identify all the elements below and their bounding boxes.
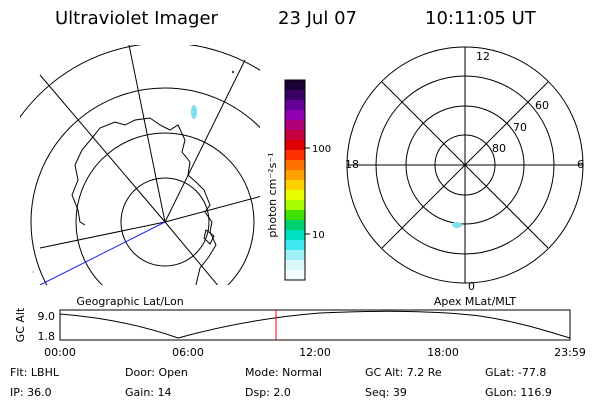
altitude-timeline: GC Alt 9.0 1.8 00:00 06:00 12:00 18:00 2…: [14, 307, 586, 359]
colorbar-segment: [285, 210, 305, 221]
altitude-curve: [59, 310, 571, 339]
info-gain: Gain: 14: [125, 386, 172, 399]
colorbar-segment: [285, 100, 305, 111]
colorbar-frame: [284, 79, 306, 281]
magnetic-map: 12 18 6 0 60 70 80 Apex MLat/MLT: [345, 46, 584, 308]
colorbar-segment: [285, 170, 305, 181]
satellite-track: [39, 221, 166, 285]
observation-time: 10:11:05 UT: [425, 8, 537, 29]
colorbar-segment: [285, 260, 305, 271]
mlat-label-80: 80: [492, 142, 506, 155]
speck: [232, 71, 234, 73]
info-filter: Flt: LBHL: [10, 366, 60, 379]
colorbar-segment: [285, 130, 305, 141]
timeline-xtick: 23:59: [554, 346, 586, 359]
colorbar-segment: [285, 270, 305, 281]
colorbar-tick-100: 100: [312, 144, 331, 155]
timeline-ytick-min: 1.8: [38, 330, 56, 343]
geographic-map: Geographic Lat/Lon: [20, 45, 260, 308]
mlt-label-0: 0: [468, 280, 475, 293]
colorbar-segment: [285, 190, 305, 201]
info-dsp: Dsp: 2.0: [245, 386, 291, 399]
auroral-emission: [452, 222, 462, 228]
lon-line: [128, 45, 166, 223]
colorbar-segment: [285, 220, 305, 231]
timeline-ylabel: GC Alt: [14, 307, 27, 342]
info-gc-alt: GC Alt: 7.2 Re: [365, 366, 442, 379]
timeline-ytick-max: 9.0: [38, 310, 56, 323]
info-door: Door: Open: [125, 366, 188, 379]
colorbar-segment: [285, 180, 305, 191]
timeline-frame: [59, 309, 571, 341]
coastline: [71, 117, 217, 285]
timeline-xtick: 12:00: [299, 346, 331, 359]
colorbar-tick-10: 10: [312, 230, 325, 241]
info-panel: Flt: LBHL Door: Open Mode: Normal GC Alt…: [10, 366, 552, 399]
colorbar: 100 10 photon cm⁻²s⁻¹: [266, 79, 331, 281]
colorbar-segment: [285, 140, 305, 151]
left-map-label: Geographic Lat/Lon: [76, 295, 183, 308]
auroral-emission: [32, 271, 34, 273]
colorbar-unit-label: photon cm⁻²s⁻¹: [266, 152, 279, 237]
instrument-title: Ultraviolet Imager: [55, 8, 219, 29]
timeline-xtick: 00:00: [44, 346, 76, 359]
colorbar-segment: [285, 80, 305, 91]
lon-line: [164, 196, 260, 223]
auroral-emission: [191, 105, 197, 119]
lat-circle-mid: [75, 132, 255, 285]
info-mode: Mode: Normal: [245, 366, 322, 379]
lon-line: [164, 221, 219, 285]
info-seq: Seq: 39: [365, 386, 407, 399]
info-glat: GLat: -77.8: [485, 366, 546, 379]
info-glon: GLon: 116.9: [485, 386, 552, 399]
mlat-label-70: 70: [513, 121, 527, 134]
mlt-label-12: 12: [476, 50, 490, 63]
lat-circle-outer: [30, 87, 260, 285]
colorbar-segment: [285, 150, 305, 161]
mlat-label-60: 60: [535, 99, 549, 112]
colorbar-segment: [285, 120, 305, 131]
right-map-label: Apex MLat/MLT: [434, 295, 517, 308]
timeline-xtick: 06:00: [172, 346, 204, 359]
lon-line: [164, 59, 246, 223]
lon-line: [39, 221, 166, 249]
mlt-line-diagonal: [381, 81, 549, 249]
lat-circle-inner: [120, 177, 210, 267]
colorbar-scale: [285, 80, 305, 281]
observation-date: 23 Jul 07: [278, 8, 357, 29]
colorbar-segment: [285, 160, 305, 171]
colorbar-segment: [285, 90, 305, 101]
header: Ultraviolet Imager 23 Jul 07 10:11:05 UT: [55, 8, 537, 29]
lon-line: [39, 74, 166, 223]
colorbar-segment: [285, 200, 305, 211]
colorbar-segment: [285, 110, 305, 121]
colorbar-segment: [285, 230, 305, 241]
colorbar-segment: [285, 250, 305, 261]
info-ip: IP: 36.0: [10, 386, 52, 399]
timeline-xtick: 18:00: [427, 346, 459, 359]
mlt-label-6: 6: [577, 158, 584, 171]
coastline-island: [203, 229, 215, 245]
colorbar-segment: [285, 240, 305, 251]
mlt-label-18: 18: [345, 158, 359, 171]
